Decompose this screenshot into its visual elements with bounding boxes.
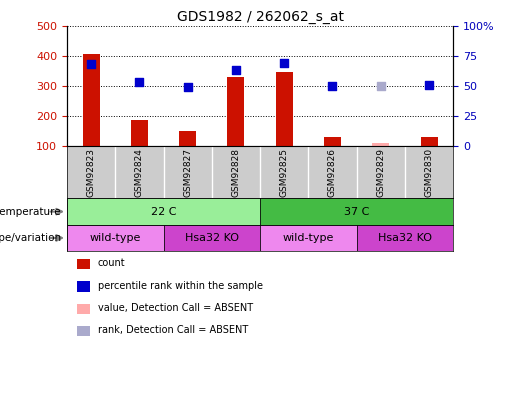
Point (329, 83, 337, 90)
Bar (179, 131, 196, 146)
Bar (324, 137, 341, 146)
Bar (131, 120, 148, 146)
FancyBboxPatch shape (356, 225, 453, 251)
Text: GSM92825: GSM92825 (280, 148, 289, 196)
Point (376, 83, 385, 89)
Text: wild-type: wild-type (283, 233, 334, 243)
Bar (228, 77, 245, 146)
Text: rank, Detection Call = ABSENT: rank, Detection Call = ABSENT (98, 325, 248, 335)
Point (183, 84, 192, 90)
Bar (82, 54, 99, 146)
FancyBboxPatch shape (163, 225, 260, 251)
Point (135, 78, 144, 85)
Point (425, 81, 433, 88)
Text: GSM92828: GSM92828 (231, 148, 241, 196)
Text: GSM92826: GSM92826 (328, 148, 337, 196)
Text: percentile rank within the sample: percentile rank within the sample (98, 281, 263, 290)
Text: GSM92829: GSM92829 (376, 148, 385, 196)
Text: value, Detection Call = ABSENT: value, Detection Call = ABSENT (98, 303, 253, 313)
Text: GSM92824: GSM92824 (135, 148, 144, 196)
Text: wild-type: wild-type (90, 233, 141, 243)
FancyBboxPatch shape (67, 225, 163, 251)
Text: GSM92830: GSM92830 (424, 147, 434, 197)
Point (280, 60, 288, 66)
FancyBboxPatch shape (67, 198, 260, 225)
Bar (372, 143, 389, 146)
Text: temperature: temperature (0, 207, 62, 217)
Text: 37 C: 37 C (344, 207, 369, 217)
Text: GSM92823: GSM92823 (87, 148, 96, 196)
Text: 22 C: 22 C (151, 207, 176, 217)
Text: Hsa32 KO: Hsa32 KO (185, 233, 239, 243)
Bar (421, 137, 438, 146)
FancyBboxPatch shape (260, 225, 356, 251)
Title: GDS1982 / 262062_s_at: GDS1982 / 262062_s_at (177, 10, 344, 24)
Text: count: count (98, 258, 126, 268)
FancyBboxPatch shape (260, 198, 453, 225)
Text: Hsa32 KO: Hsa32 KO (378, 233, 432, 243)
Text: genotype/variation: genotype/variation (0, 233, 62, 243)
Point (87, 60, 95, 67)
Text: GSM92827: GSM92827 (183, 148, 192, 196)
Point (232, 67, 240, 73)
Bar (276, 72, 293, 146)
